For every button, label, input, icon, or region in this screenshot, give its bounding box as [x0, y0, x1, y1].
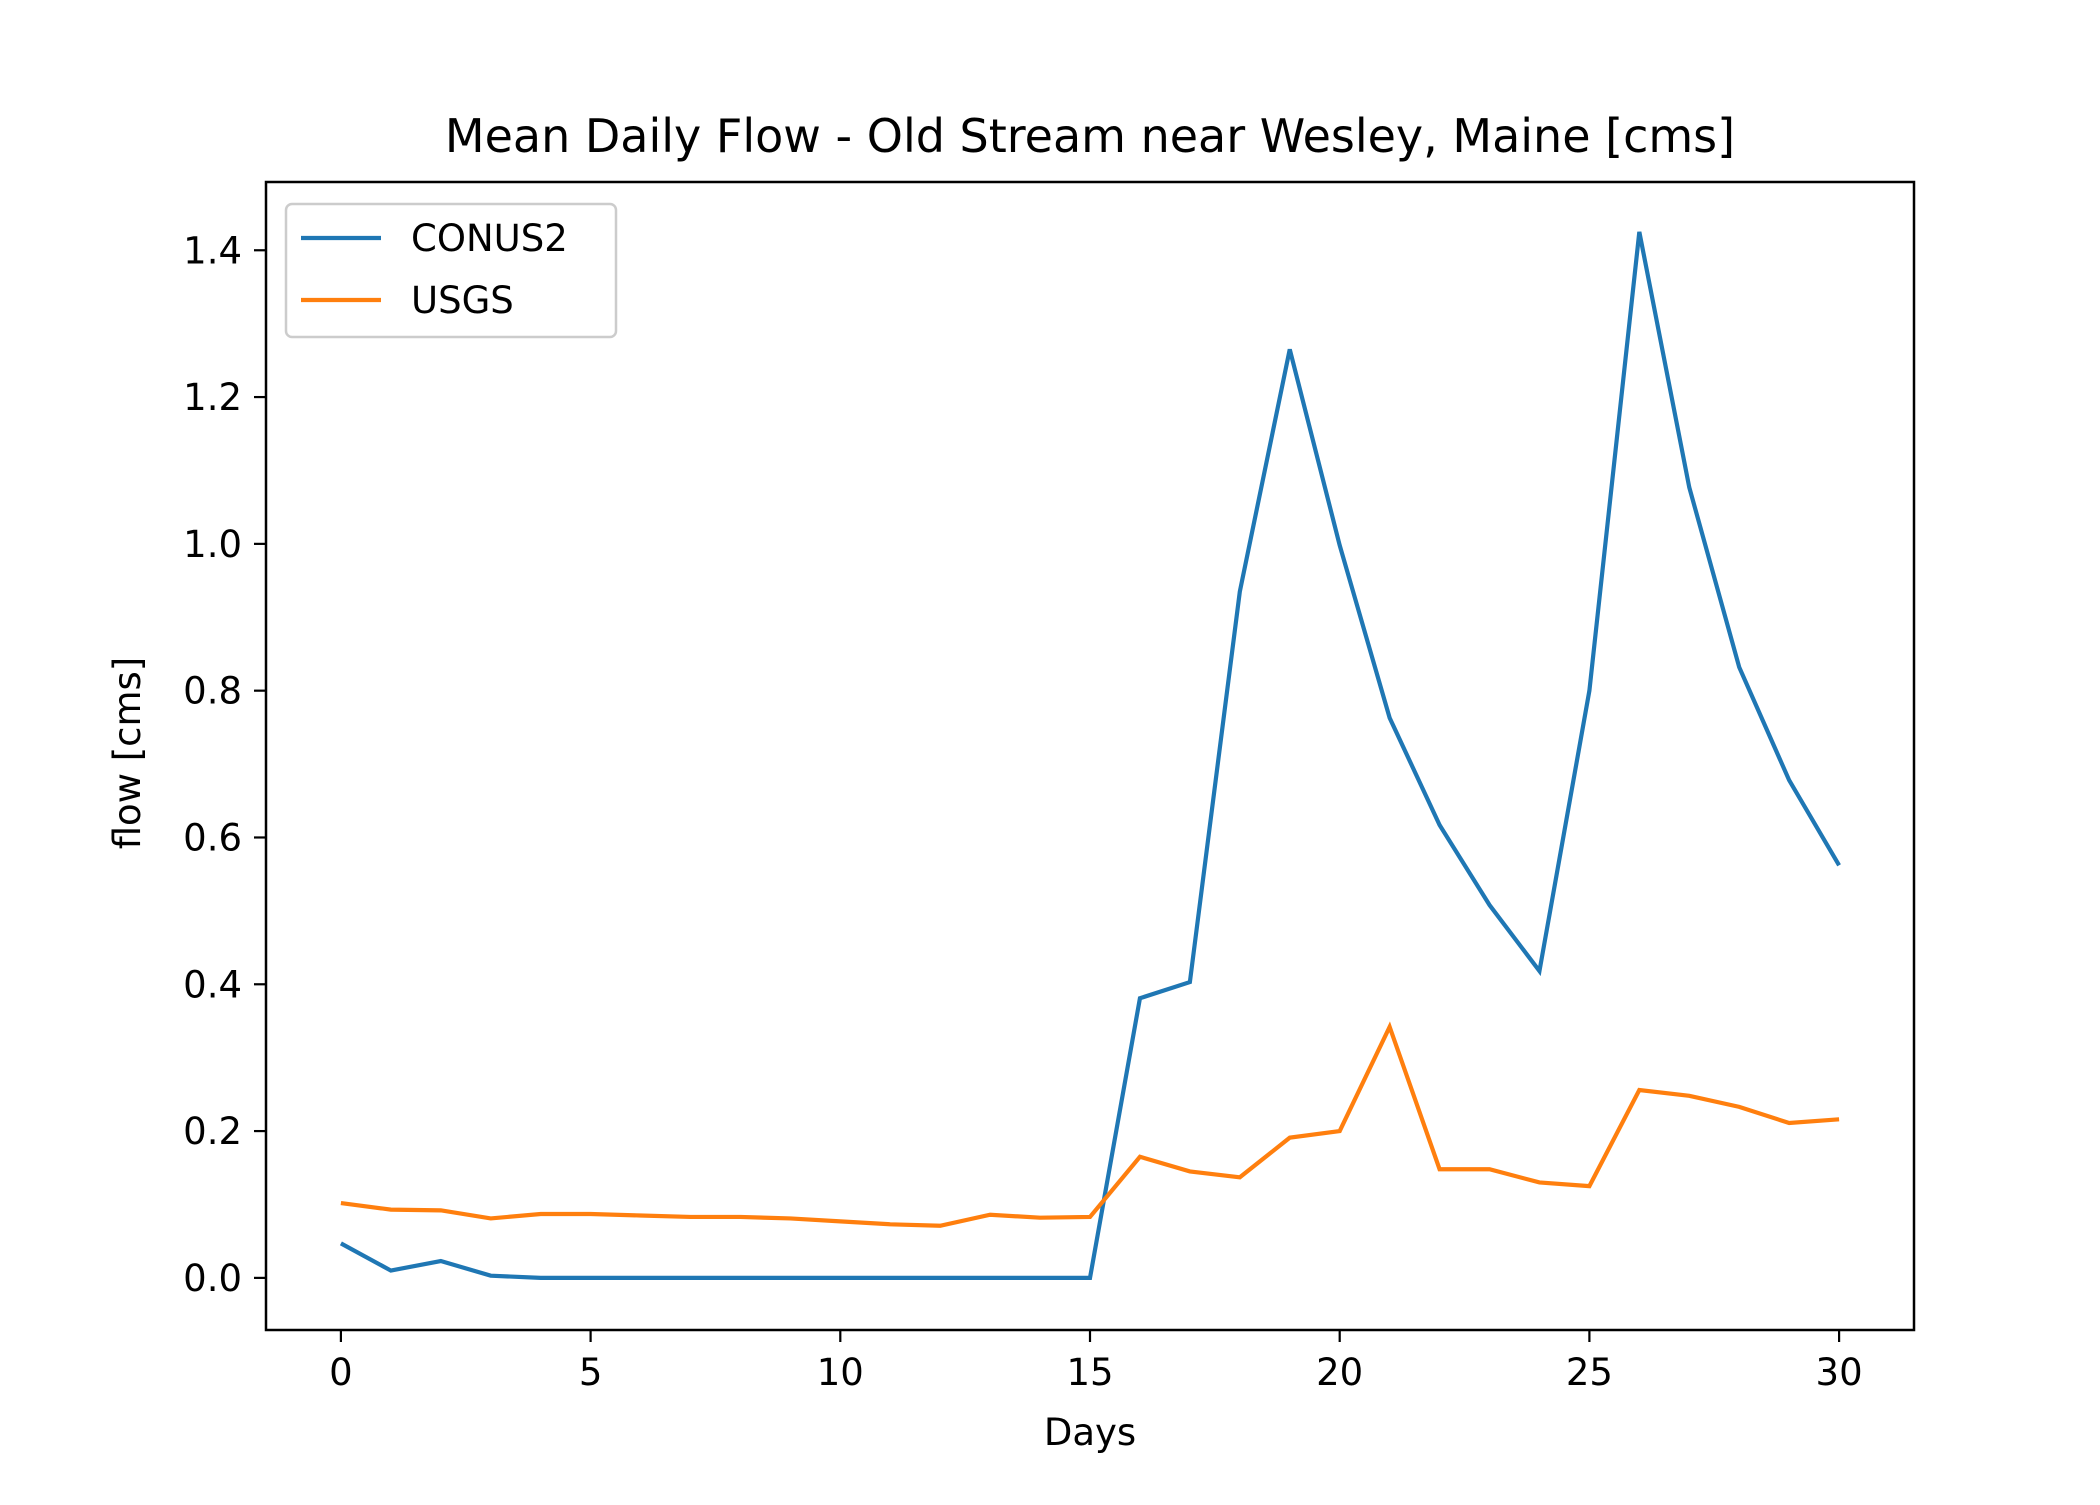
series-line-conus2 — [339, 231, 1841, 1280]
plot-area: 0 5 10 15 20 25 30 0.0 0.2 0.4 0.6 0.8 1.0 1.2 1.4 CONU… — [183, 180, 1916, 1394]
y-tick-label: 0.6 — [183, 816, 242, 859]
y-tick-label: 1.4 — [183, 229, 242, 272]
legend-label-usgs: USGS — [411, 279, 514, 322]
y-tick-label: 0.2 — [183, 1110, 242, 1153]
x-tick-label: 0 — [329, 1351, 353, 1394]
x-axis-label: Days — [1044, 1411, 1136, 1454]
x-tick-label: 20 — [1316, 1351, 1363, 1394]
y-tick-label: 0.4 — [183, 963, 242, 1006]
x-tick-label: 15 — [1066, 1351, 1113, 1394]
legend-label-conus2: CONUS2 — [411, 217, 568, 260]
y-tick-label: 0.8 — [183, 670, 242, 713]
x-tick-label: 5 — [579, 1351, 603, 1394]
legend: CONUS2 USGS — [284, 202, 618, 339]
chart-title: Mean Daily Flow - Old Stream near Wesley… — [445, 109, 1735, 163]
x-tick-label: 25 — [1566, 1351, 1613, 1394]
series-line-usgs — [340, 1021, 1840, 1228]
y-tick-label: 0.0 — [183, 1257, 242, 1300]
y-tick-label: 1.0 — [183, 523, 242, 566]
x-tick-label: 10 — [817, 1351, 864, 1394]
y-axis-label: flow [cms] — [106, 657, 149, 850]
x-tick-label: 30 — [1816, 1351, 1863, 1394]
y-tick-label: 1.2 — [183, 376, 242, 419]
